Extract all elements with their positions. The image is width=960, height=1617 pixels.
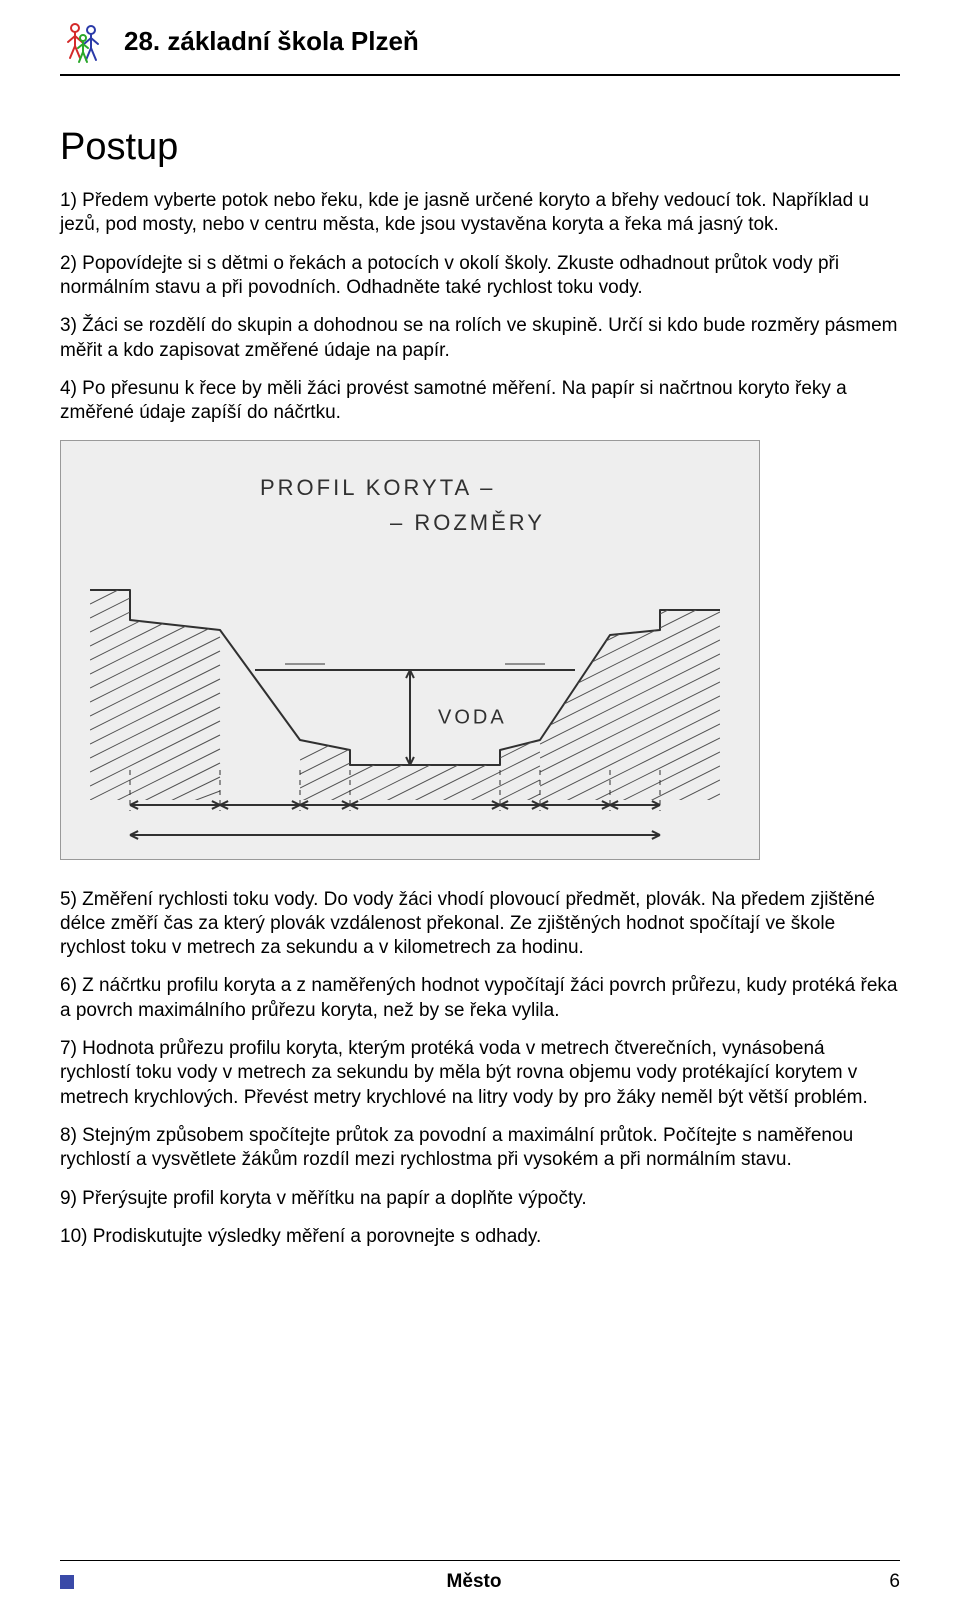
- svg-text:VODA: VODA: [438, 706, 507, 728]
- school-logo: [60, 18, 106, 64]
- page-footer: Město 6: [60, 1560, 900, 1593]
- step-4: 4) Po přesunu k řece by měli žáci provés…: [60, 377, 900, 426]
- svg-text:– ROZMĚRY: – ROZMĚRY: [390, 510, 545, 535]
- riverbed-profile-diagram: PROFIL KORYTA – – ROZMĚRY VODA: [60, 440, 760, 860]
- step-10: 10) Prodiskutujte výsledky měření a poro…: [60, 1225, 900, 1249]
- page-title: Postup: [60, 126, 900, 169]
- footer-label: Město: [78, 1571, 870, 1593]
- school-name: 28. základní škola Plzeň: [124, 26, 419, 57]
- footer-square-icon: [60, 1575, 74, 1589]
- step-8: 8) Stejným způsobem spočítejte průtok za…: [60, 1124, 900, 1173]
- step-2: 2) Popovídejte si s dětmi o řekách a pot…: [60, 252, 900, 301]
- svg-text:PROFIL KORYTA –: PROFIL KORYTA –: [260, 475, 495, 500]
- page-header: 28. základní škola Plzeň: [60, 0, 900, 76]
- step-3: 3) Žáci se rozdělí do skupin a dohodnou …: [60, 314, 900, 363]
- step-9: 9) Přerýsujte profil koryta v měřítku na…: [60, 1187, 900, 1211]
- step-7: 7) Hodnota průřezu profilu koryta, který…: [60, 1037, 900, 1110]
- footer-page-number: 6: [870, 1571, 900, 1593]
- step-5: 5) Změření rychlosti toku vody. Do vody …: [60, 888, 900, 961]
- step-1: 1) Předem vyberte potok nebo řeku, kde j…: [60, 189, 900, 238]
- step-6: 6) Z náčrtku profilu koryta a z naměřený…: [60, 974, 900, 1023]
